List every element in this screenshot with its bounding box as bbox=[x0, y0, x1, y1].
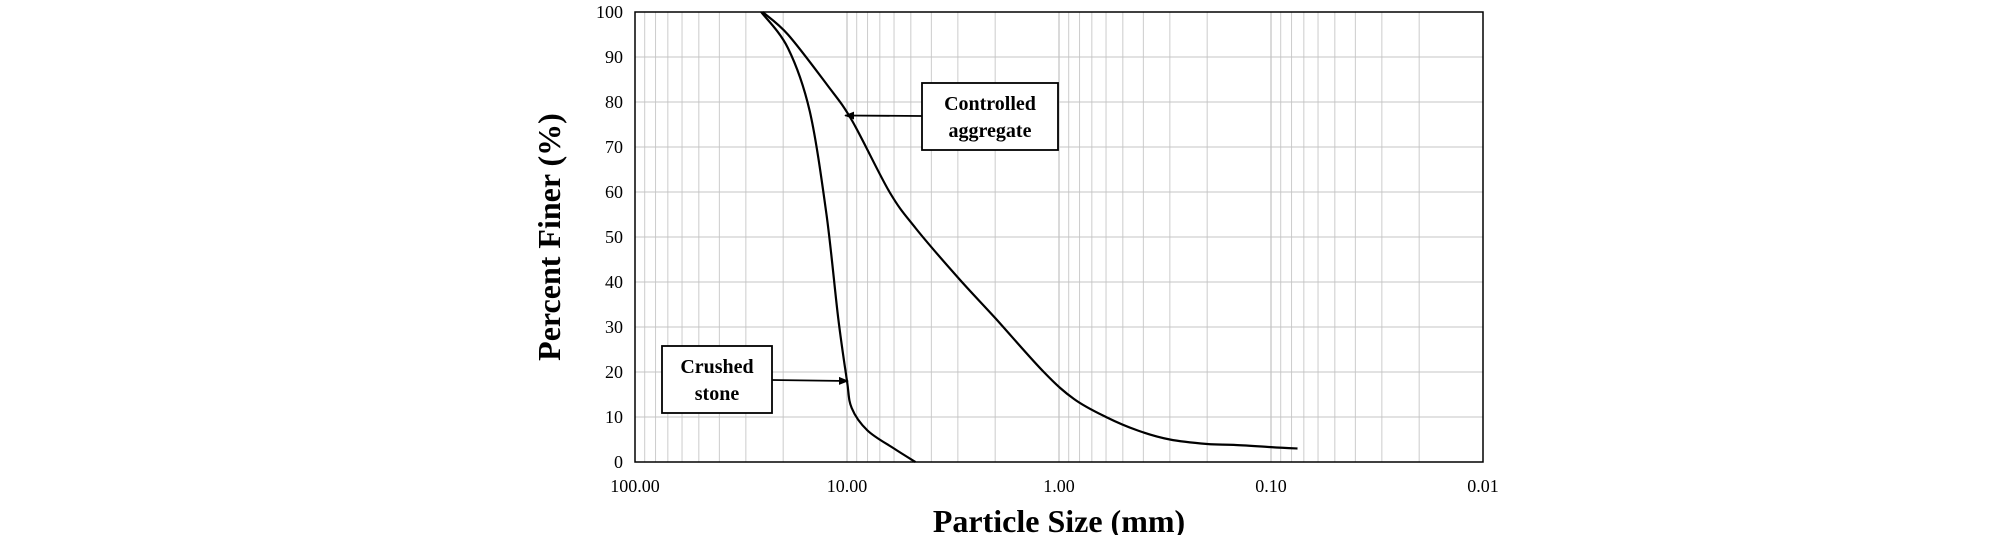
x-tick-label: 10.00 bbox=[827, 476, 868, 496]
callout-text: Crushed bbox=[680, 356, 753, 378]
x-tick-label: 0.10 bbox=[1255, 476, 1287, 496]
crushed-stone-curve bbox=[760, 11, 917, 463]
y-tick-label: 70 bbox=[605, 137, 623, 157]
x-axis-title: Particle Size (mm) bbox=[933, 503, 1185, 535]
y-tick-labels: 0 10 20 30 40 50 60 70 80 90 100 bbox=[596, 2, 623, 472]
y-tick-label: 90 bbox=[605, 47, 623, 67]
callout-arrow bbox=[771, 376, 849, 385]
y-tick-label: 20 bbox=[605, 362, 623, 382]
series-lines bbox=[760, 11, 1298, 463]
callout-box bbox=[661, 345, 773, 414]
callout-arrow bbox=[844, 111, 923, 120]
crushed-stone-callout: Crushed stone bbox=[661, 345, 849, 414]
y-axis-title: Percent Finer (%) bbox=[531, 113, 567, 361]
y-tick-label: 80 bbox=[605, 92, 623, 112]
y-tick-label: 100 bbox=[596, 2, 623, 22]
y-tick-label: 0 bbox=[614, 452, 623, 472]
callout-box bbox=[921, 82, 1059, 151]
x-tick-label: 100.00 bbox=[610, 476, 660, 496]
y-tick-label: 60 bbox=[605, 182, 623, 202]
y-tick-label: 10 bbox=[605, 407, 623, 427]
y-tick-label: 30 bbox=[605, 317, 623, 337]
plot-frame bbox=[634, 11, 1484, 463]
callout-text: stone bbox=[695, 383, 740, 405]
y-tick-label: 50 bbox=[605, 227, 623, 247]
grid-lines bbox=[635, 12, 1483, 462]
callout-text: Controlled bbox=[944, 93, 1036, 115]
controlled-aggregate-callout: Controlled aggregate bbox=[844, 82, 1059, 151]
y-tick-label: 40 bbox=[605, 272, 623, 292]
callouts: Controlled aggregate Crushed stone bbox=[661, 82, 1059, 414]
callout-text: aggregate bbox=[949, 120, 1032, 142]
x-tick-labels: 100.00 10.00 1.00 0.10 0.01 bbox=[610, 476, 1499, 496]
x-tick-label: 0.01 bbox=[1467, 476, 1499, 496]
controlled-aggregate-curve bbox=[761, 11, 1298, 450]
x-tick-label: 1.00 bbox=[1043, 476, 1075, 496]
